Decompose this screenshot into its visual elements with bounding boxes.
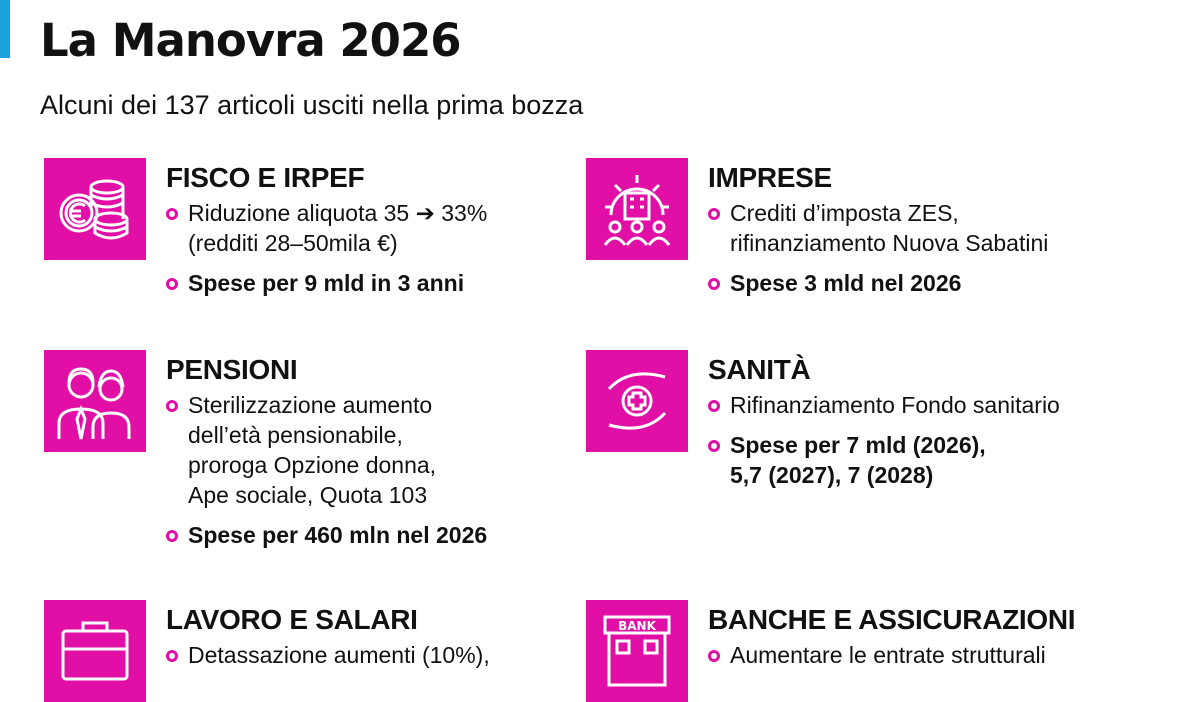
bullet-line: (redditi 28–50mila €) [188, 230, 398, 256]
bullet-item: Spese per 9 mld in 3 anni [166, 268, 546, 298]
bullet-item: Detassazione aumenti (10%), [166, 640, 546, 670]
bank-building-icon: BANK [586, 600, 688, 702]
bullet-line: Sterilizzazione aumento [188, 392, 433, 418]
bullet-line: Rifinanziamento Fondo sanitario [730, 392, 1060, 418]
section-title: IMPRESE [708, 162, 832, 193]
bullet-line: Ape sociale, Quota 103 [188, 482, 428, 508]
elderly-couple-icon [44, 350, 146, 452]
bullet-line: dell’età pensionabile, [188, 422, 403, 448]
coins-euro-icon [44, 158, 146, 260]
bullet-item: Spese per 460 mln nel 2026 [166, 520, 546, 550]
bullet-line: Riduzione aliquota 35 ➔ 33% [188, 200, 488, 226]
bullet-item: Rifinanziamento Fondo sanitario [708, 390, 1088, 420]
section-title: PENSIONI [166, 354, 298, 385]
page-title: La Manovra 2026 [40, 14, 462, 67]
section-title: SANITÀ [708, 354, 811, 385]
bullet-item: Spese 3 mld nel 2026 [708, 268, 1088, 298]
bullet-list: Rifinanziamento Fondo sanitario Spese pe… [708, 390, 1088, 490]
bank-sign-text: BANK [618, 619, 656, 633]
bullet-item: Crediti d’imposta ZES, rifinanziamento N… [708, 198, 1088, 258]
briefcase-icon [44, 600, 146, 702]
bullet-line: Spese per 7 mld (2026), [730, 432, 986, 458]
hands-medical-cross-icon [586, 350, 688, 452]
accent-bar [0, 0, 10, 58]
bullet-line: proroga Opzione donna, [188, 452, 437, 478]
bullet-line: Crediti d’imposta ZES, [730, 200, 959, 226]
bullet-list: Aumentare le entrate strutturali [708, 640, 1088, 670]
section-title: FISCO E IRPEF [166, 162, 365, 193]
bullet-list: Riduzione aliquota 35 ➔ 33% (redditi 28–… [166, 198, 546, 298]
page-subtitle: Alcuni dei 137 articoli usciti nella pri… [40, 90, 584, 120]
bullet-list: Sterilizzazione aumento dell’età pension… [166, 390, 546, 550]
factory-gear-people-icon [586, 158, 688, 260]
bullet-list: Detassazione aumenti (10%), [166, 640, 546, 670]
section-title: BANCHE E ASSICURAZIONI [708, 604, 1076, 635]
bullet-item: Sterilizzazione aumento dell’età pension… [166, 390, 546, 510]
bullet-line: Spese 3 mld nel 2026 [730, 270, 962, 296]
bullet-line: Spese per 460 mln nel 2026 [188, 522, 488, 548]
bullet-list: Crediti d’imposta ZES, rifinanziamento N… [708, 198, 1088, 298]
bullet-line: Detassazione aumenti (10%), [188, 642, 490, 668]
bullet-line: Aumentare le entrate strutturali [730, 642, 1046, 668]
bullet-line: Spese per 9 mld in 3 anni [188, 270, 465, 296]
bullet-item: Riduzione aliquota 35 ➔ 33% (redditi 28–… [166, 198, 546, 258]
section-title: LAVORO E SALARI [166, 604, 418, 635]
bullet-item: Aumentare le entrate strutturali [708, 640, 1088, 670]
bullet-line: rifinanziamento Nuova Sabatini [730, 230, 1049, 256]
bullet-line: 5,7 (2027), 7 (2028) [730, 462, 934, 488]
bullet-item: Spese per 7 mld (2026), 5,7 (2027), 7 (2… [708, 430, 1088, 490]
